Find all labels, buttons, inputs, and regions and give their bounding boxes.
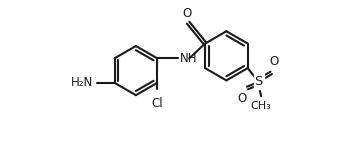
Text: O: O [182,7,191,20]
Text: Cl: Cl [151,97,163,110]
Text: O: O [237,92,247,105]
Text: H₂N: H₂N [71,76,93,89]
Text: NH: NH [180,52,198,65]
Text: S: S [254,75,263,88]
Text: CH₃: CH₃ [251,101,272,111]
Text: O: O [270,55,279,68]
